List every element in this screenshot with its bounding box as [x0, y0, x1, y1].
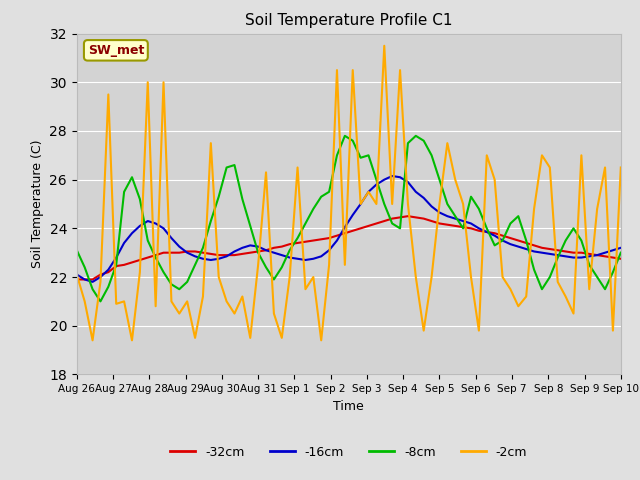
- -32cm: [144, 255, 152, 261]
- Line: -2cm: -2cm: [77, 46, 621, 340]
- -16cm: [73, 272, 81, 277]
- -16cm: [554, 252, 561, 258]
- -32cm: [73, 276, 81, 282]
- -2cm: [310, 274, 317, 280]
- -8cm: [554, 255, 561, 261]
- -2cm: [207, 140, 214, 146]
- -16cm: [152, 221, 159, 227]
- -2cm: [388, 201, 396, 207]
- -32cm: [239, 251, 246, 257]
- -8cm: [246, 223, 254, 229]
- -16cm: [617, 245, 625, 251]
- -16cm: [380, 177, 388, 182]
- Legend: -32cm, -16cm, -8cm, -2cm: -32cm, -16cm, -8cm, -2cm: [165, 441, 532, 464]
- -16cm: [246, 242, 254, 248]
- Line: -32cm: -32cm: [77, 216, 621, 279]
- -2cm: [554, 279, 561, 285]
- Line: -8cm: -8cm: [77, 136, 621, 301]
- -32cm: [546, 246, 554, 252]
- -8cm: [97, 299, 104, 304]
- -32cm: [199, 250, 207, 255]
- -16cm: [310, 256, 317, 262]
- -8cm: [207, 218, 214, 224]
- -16cm: [207, 257, 214, 263]
- -2cm: [152, 303, 159, 309]
- -8cm: [152, 255, 159, 261]
- -8cm: [617, 250, 625, 255]
- Text: SW_met: SW_met: [88, 44, 144, 57]
- -8cm: [310, 206, 317, 212]
- -8cm: [341, 133, 349, 139]
- -32cm: [372, 221, 380, 227]
- Y-axis label: Soil Temperature (C): Soil Temperature (C): [31, 140, 44, 268]
- -32cm: [538, 245, 546, 251]
- X-axis label: Time: Time: [333, 400, 364, 413]
- -8cm: [388, 221, 396, 227]
- -2cm: [380, 43, 388, 48]
- -16cm: [89, 279, 97, 285]
- -32cm: [404, 213, 412, 219]
- Line: -16cm: -16cm: [77, 176, 621, 282]
- -2cm: [246, 335, 254, 341]
- -2cm: [89, 337, 97, 343]
- -16cm: [388, 173, 396, 179]
- -32cm: [617, 256, 625, 262]
- Title: Soil Temperature Profile C1: Soil Temperature Profile C1: [245, 13, 452, 28]
- -8cm: [73, 247, 81, 253]
- -2cm: [73, 272, 81, 277]
- -2cm: [617, 165, 625, 170]
